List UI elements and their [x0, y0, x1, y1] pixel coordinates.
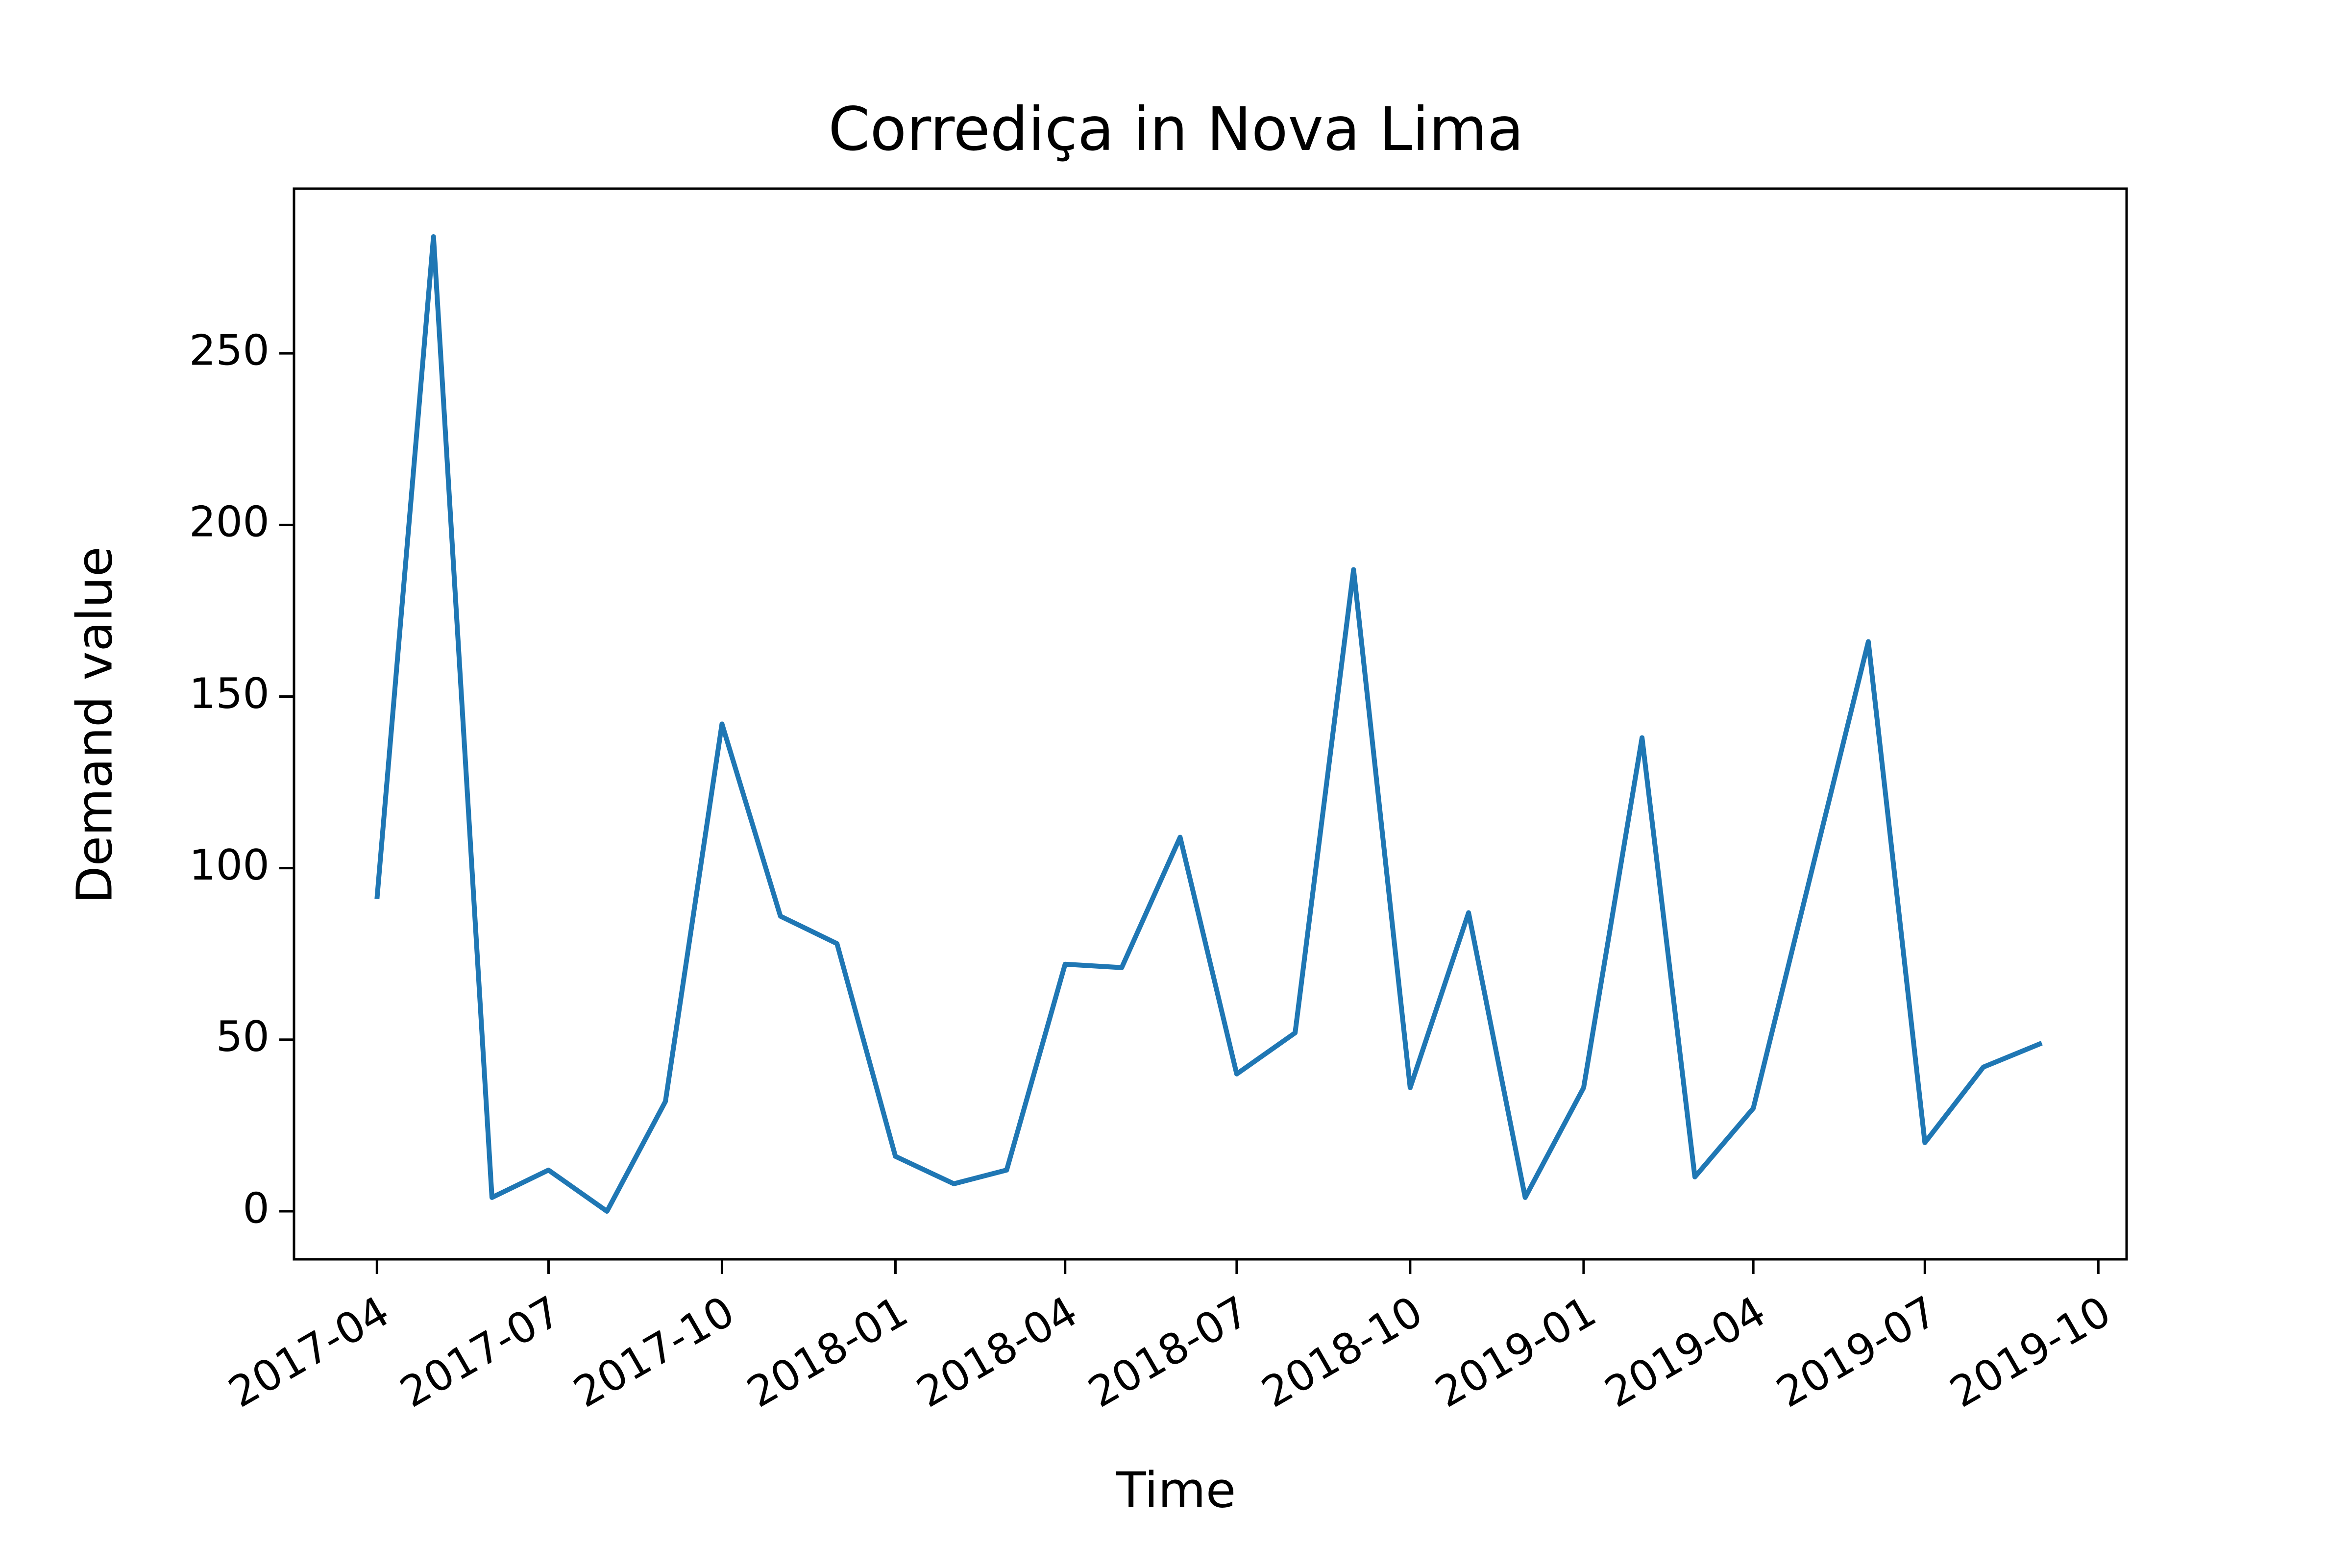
plot-area	[374, 234, 2043, 1214]
y-tick-label: 50	[216, 1012, 270, 1061]
y-tick-label: 250	[189, 326, 270, 375]
series-line	[374, 234, 2043, 1214]
x-axis-label: Time	[1116, 1461, 1236, 1519]
plot-frame	[293, 187, 2128, 1261]
y-tick-label: 0	[243, 1184, 270, 1233]
y-axis-label: Demand value	[66, 546, 123, 904]
chart-title: Corrediça in Nova Lima	[828, 95, 1523, 164]
y-tick-label: 150	[189, 669, 270, 718]
y-tick-label: 100	[189, 841, 270, 890]
y-tick-label: 200	[189, 498, 270, 547]
